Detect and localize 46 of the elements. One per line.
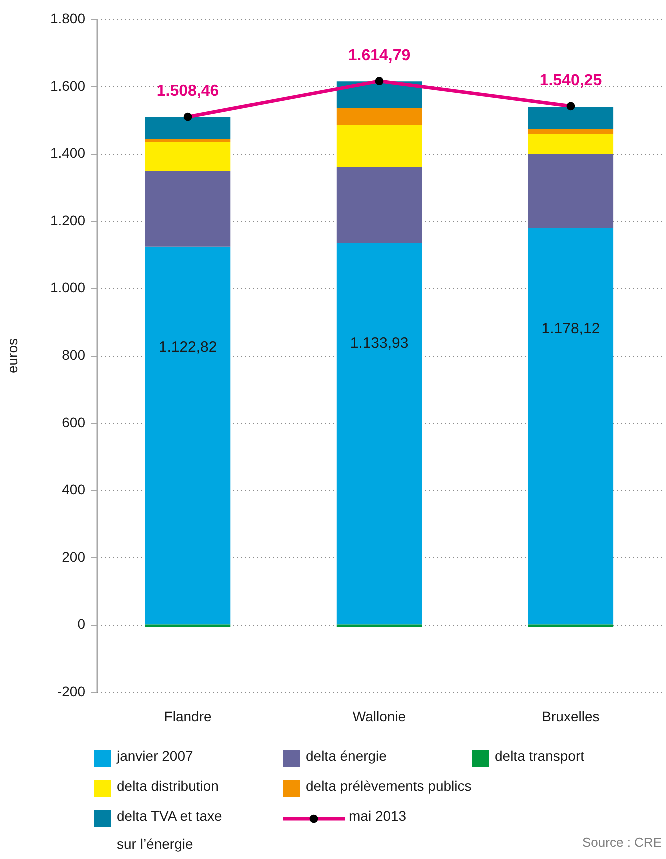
bar [336, 243, 422, 625]
y-axis-title: euros [4, 338, 20, 374]
data-label: 1.133,93 [350, 335, 409, 352]
bar [528, 107, 614, 129]
legend-label: delta transport [495, 748, 585, 764]
legend-label: delta prélèvements publics [306, 778, 472, 794]
y-tick-label: 800 [62, 347, 86, 363]
y-tick-label: -200 [57, 684, 86, 700]
legend-label: mai 2013 [349, 808, 407, 824]
bar [528, 128, 614, 134]
bar [145, 117, 231, 140]
y-tick-label: 400 [62, 482, 86, 498]
y-tick-label: 1.600 [50, 78, 86, 94]
y-tick-label: 600 [62, 414, 86, 430]
legend-label: delta TVA et taxe sur l’énergie [117, 808, 223, 852]
data-label: 1.540,25 [540, 72, 602, 90]
bar [336, 167, 422, 244]
y-tick-label: 1.400 [50, 145, 86, 162]
bar [336, 125, 422, 168]
data-label: 1.614,79 [348, 47, 411, 64]
bar [528, 228, 614, 625]
legend-label: janvier 2007 [116, 748, 194, 764]
bar [528, 154, 614, 228]
y-tick-label: 1.800 [50, 10, 86, 26]
bar [336, 624, 422, 628]
x-tick-label: Wallonie [352, 708, 406, 724]
data-label: 1.508,46 [156, 83, 220, 100]
y-tick-label: 1.200 [50, 212, 86, 228]
source-note: Source : CRE [582, 835, 662, 850]
y-tick-label: 200 [62, 548, 86, 565]
bar [528, 624, 614, 628]
bar [528, 134, 614, 154]
bar [145, 246, 231, 625]
bar [145, 624, 231, 628]
y-tick-label: 1.000 [50, 280, 86, 296]
bar [145, 171, 231, 247]
data-label: 1.178,12 [542, 320, 600, 338]
bar [145, 142, 231, 172]
x-tick-label: Flandre [164, 708, 212, 724]
legend-label: delta distribution [117, 778, 219, 794]
y-tick-label: 0 [78, 616, 86, 632]
data-label: 1.122,82 [158, 338, 218, 356]
bar [336, 108, 422, 126]
legend-label: delta énergie [306, 748, 388, 764]
x-tick-label: Bruxelles [542, 708, 600, 724]
bar [145, 139, 231, 143]
